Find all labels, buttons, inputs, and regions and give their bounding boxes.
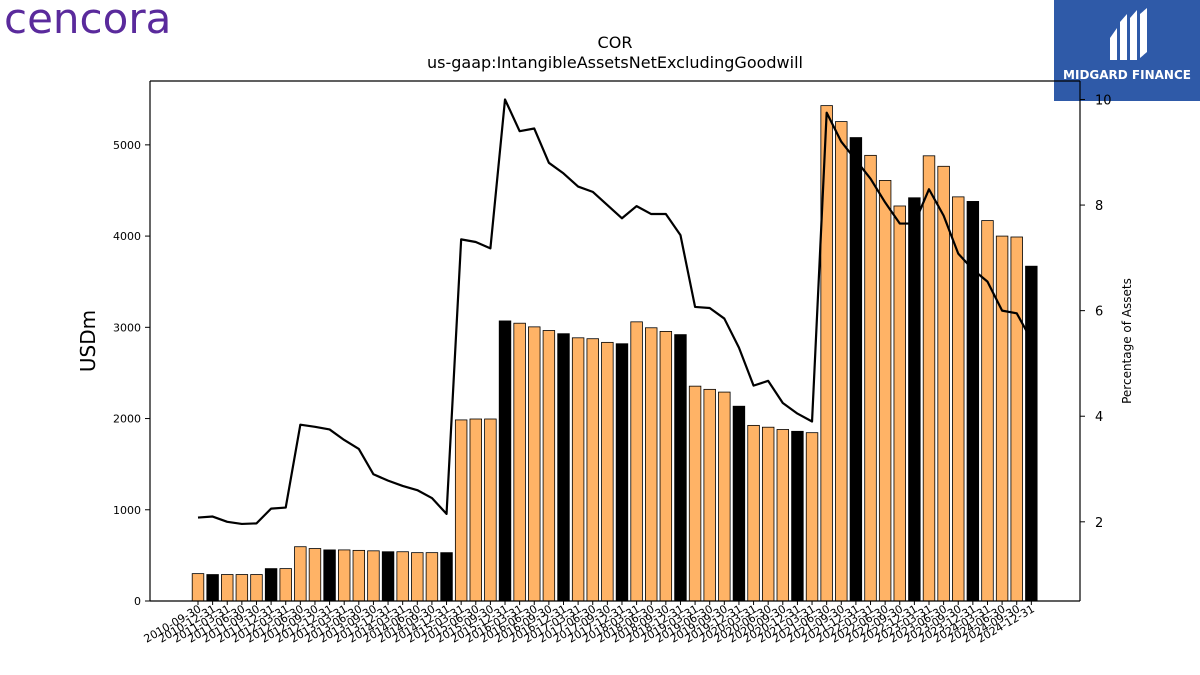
- bar-2011-09-30: [250, 574, 263, 602]
- bar-2012-03-31: [279, 568, 292, 602]
- bar-2024-12-31: [1025, 265, 1038, 602]
- bar-2012-09-30: [308, 548, 322, 602]
- bar-2017-06-30: [586, 338, 599, 602]
- bar-2013-06-30: [352, 549, 366, 602]
- bar-2022-12-31: [908, 197, 921, 602]
- bar-2016-09-30: [542, 330, 556, 602]
- bar-2014-03-31: [396, 551, 409, 602]
- y-tick-label-4000: 4000: [113, 230, 141, 243]
- y2-tick-label-10: 10: [1095, 93, 1112, 108]
- bar-2013-03-31: [337, 549, 351, 602]
- bar-2019-03-31: [688, 385, 702, 602]
- bar-2014-09-30: [425, 552, 439, 602]
- bar-2011-03-31: [221, 574, 234, 602]
- bar-2011-12-31: [264, 568, 278, 602]
- bar-2018-03-31: [630, 321, 643, 602]
- bar-2021-09-30: [835, 121, 848, 602]
- bar-2020-06-30: [761, 426, 775, 602]
- midgard-finance-logo: MIDGARD FINANCE: [1054, 0, 1200, 101]
- bar-2022-03-31: [864, 154, 877, 602]
- bar-2018-12-31: [674, 334, 687, 602]
- bar-2021-03-31: [805, 432, 819, 602]
- bar-2012-06-30: [294, 546, 307, 602]
- bar-2024-09-30: [1010, 236, 1023, 602]
- bar-2010-09-30: [191, 573, 205, 602]
- bar-2015-03-31: [454, 419, 468, 602]
- y-tick-label-2000: 2000: [113, 413, 141, 426]
- bar-2019-12-31: [732, 405, 746, 602]
- y-tick-label-3000: 3000: [113, 321, 141, 334]
- bar-2021-12-31: [849, 137, 863, 602]
- chart-title: COR: [597, 33, 633, 52]
- bar-2014-12-31: [440, 552, 453, 602]
- percentage-line: [197, 98, 1033, 526]
- bar-2020-03-31: [747, 424, 760, 602]
- bar-2015-09-30: [484, 418, 497, 602]
- y2-tick-label-6: 6: [1095, 305, 1103, 320]
- bar-2016-03-31: [513, 322, 526, 602]
- bar-2020-09-30: [776, 429, 790, 602]
- bar-2014-06-30: [411, 552, 424, 602]
- y-axis-label: USDm: [76, 310, 100, 372]
- bar-2018-09-30: [659, 331, 673, 602]
- midgard-logo-mark: [1110, 8, 1147, 60]
- y2-tick-label-8: 8: [1095, 199, 1103, 214]
- cencora-logo: cencora: [4, 0, 172, 43]
- bar-2023-06-30: [937, 165, 950, 602]
- bar-2016-12-31: [557, 333, 570, 602]
- y2-tick-label-4: 4: [1095, 410, 1103, 425]
- bar-2013-09-30: [367, 550, 380, 602]
- y2-tick-label-2: 2: [1095, 516, 1103, 531]
- y-tick-label-1000: 1000: [113, 504, 141, 517]
- bar-2019-09-30: [718, 391, 731, 602]
- bar-2015-06-30: [469, 418, 482, 602]
- bar-2023-03-31: [922, 155, 936, 602]
- bar-2013-12-31: [381, 551, 395, 602]
- bar-2023-12-31: [966, 201, 980, 602]
- bar-2017-03-31: [571, 337, 585, 602]
- y2-axis-label: Percentage of Assets: [1120, 278, 1134, 404]
- bar-2022-09-30: [893, 205, 906, 602]
- bar-2012-12-31: [323, 549, 336, 602]
- y-tick-label-0: 0: [134, 595, 141, 608]
- bar-2018-06-30: [645, 327, 658, 602]
- bar-2024-06-30: [995, 235, 1009, 602]
- bar-2015-12-31: [498, 320, 512, 602]
- bar-2019-06-30: [703, 388, 716, 602]
- bar-2017-12-31: [615, 343, 629, 602]
- bar-2017-09-30: [601, 341, 614, 602]
- chart-subtitle: us-gaap:IntangibleAssetsNetExcludingGood…: [427, 53, 803, 72]
- bar-2020-12-31: [791, 430, 804, 602]
- bar-2010-12-31: [206, 574, 219, 602]
- bar-2011-06-30: [235, 574, 249, 602]
- bar-2016-06-30: [528, 326, 541, 602]
- y-tick-label-5000: 5000: [113, 139, 141, 152]
- midgard-brand-text: MIDGARD FINANCE: [1063, 68, 1191, 82]
- bar-2022-06-30: [878, 180, 892, 602]
